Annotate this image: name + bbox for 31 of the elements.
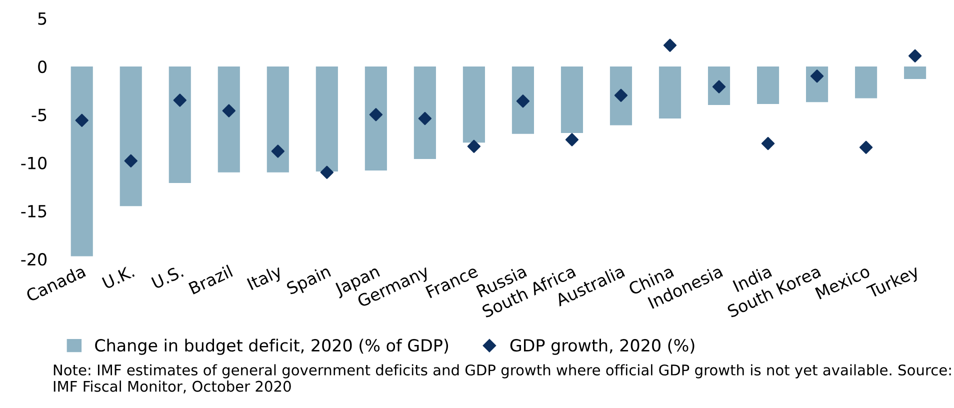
point <box>124 154 138 168</box>
legend-label: Change in budget deficit, 2020 (% of GDP) <box>95 338 448 355</box>
point <box>369 108 383 122</box>
y-tick-label: -20 <box>21 253 47 266</box>
point <box>859 140 873 154</box>
y-tick-label: -15 <box>21 205 46 218</box>
y-tick-label: -5 <box>32 108 46 122</box>
point <box>271 144 285 158</box>
point <box>565 133 579 146</box>
x-tick-label: U.S. <box>151 264 184 290</box>
legend-label: GDP growth, 2020 (%) <box>510 338 694 355</box>
y-tick-label: 5 <box>38 12 46 25</box>
point <box>418 112 432 126</box>
text: Note: IMF estimates of general government deficits and GDP growth where official GDP growth is not yet available. Source: IMF Fiscal Monitor, October 2020 <box>54 364 951 394</box>
y-tick-label: 0 <box>38 60 46 74</box>
point <box>173 94 186 107</box>
x-tick-label: U.K. <box>102 265 135 290</box>
point <box>908 49 922 62</box>
point <box>467 140 481 154</box>
x-tick-label: Spain <box>286 264 332 298</box>
point <box>75 114 88 128</box>
x-tick-label: Italy <box>246 264 284 294</box>
point <box>810 70 824 83</box>
point <box>761 136 775 150</box>
x-tick-label: India <box>732 264 772 292</box>
point <box>614 88 628 102</box>
point <box>663 38 677 52</box>
y-tick-label: -10 <box>21 156 47 170</box>
point <box>320 166 334 180</box>
point <box>516 94 530 108</box>
point <box>222 104 236 118</box>
